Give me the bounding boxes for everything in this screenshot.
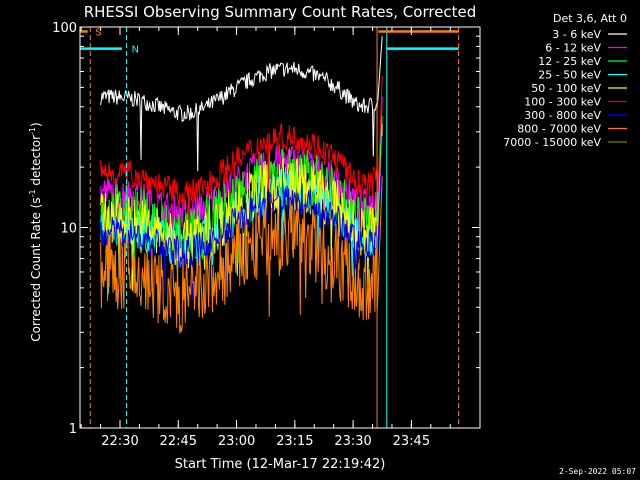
- legend-label-7: 800 - 7000 keV: [517, 123, 601, 136]
- marker-label-0: S: [95, 27, 101, 38]
- x-tick-label-2: 23:00: [218, 434, 255, 449]
- x-tick-label-3: 23:15: [276, 434, 313, 449]
- x-tick-label-4: 23:30: [334, 434, 371, 449]
- legend-label-5: 100 - 300 keV: [524, 96, 601, 109]
- series-line-6: [100, 136, 383, 300]
- chart-title: RHESSI Observing Summary Count Rates, Co…: [84, 3, 477, 21]
- legend-label-6: 300 - 800 keV: [524, 109, 601, 122]
- y-axis-label-main: Corrected Count Rate (s: [29, 197, 43, 341]
- series-line-0: [100, 36, 383, 172]
- y-tick-label-1: 10: [60, 222, 77, 237]
- legend-label-4: 50 - 100 keV: [531, 82, 601, 95]
- y-axis-label-sup2: -1: [28, 127, 37, 135]
- y-tick-label-0: 1: [69, 422, 77, 437]
- x-axis-label: Start Time (12-Mar-17 22:19:42): [175, 457, 386, 472]
- marker-layer: SN: [79, 27, 460, 428]
- series-line-4: [100, 123, 383, 291]
- series-layer: [100, 36, 383, 334]
- footer-date: 2-Sep-2022 05:07: [559, 467, 636, 476]
- series-line-5: [100, 75, 383, 234]
- series-line-7: [100, 176, 383, 334]
- legend-label-3: 25 - 50 keV: [538, 69, 601, 82]
- legend-label-8: 7000 - 15000 keV: [503, 136, 601, 149]
- legend-label-1: 6 - 12 keV: [545, 42, 601, 55]
- legend-header: Det 3,6, Att 0: [553, 12, 627, 25]
- x-tick-label-0: 22:30: [101, 434, 138, 449]
- axes-layer: 1 10 100 22:30 22:45 23:00 23:15 23:30 23:45: [52, 21, 481, 449]
- y-tick-label-2: 100: [52, 21, 77, 36]
- y-axis-label-sup1: -1: [28, 189, 37, 197]
- y-axis-label: Corrected Count Rate (s-1 detector-1): [28, 122, 43, 341]
- x-tick-label-1: 22:45: [160, 434, 197, 449]
- legend-label-2: 12 - 25 keV: [538, 55, 601, 68]
- x-tick-label-5: 23:45: [393, 434, 430, 449]
- y-axis-label-mid: detector: [29, 135, 43, 190]
- legend-label-0: 3 - 6 keV: [552, 28, 601, 41]
- y-axis-label-end: ): [29, 122, 43, 127]
- marker-label-1: N: [131, 45, 138, 56]
